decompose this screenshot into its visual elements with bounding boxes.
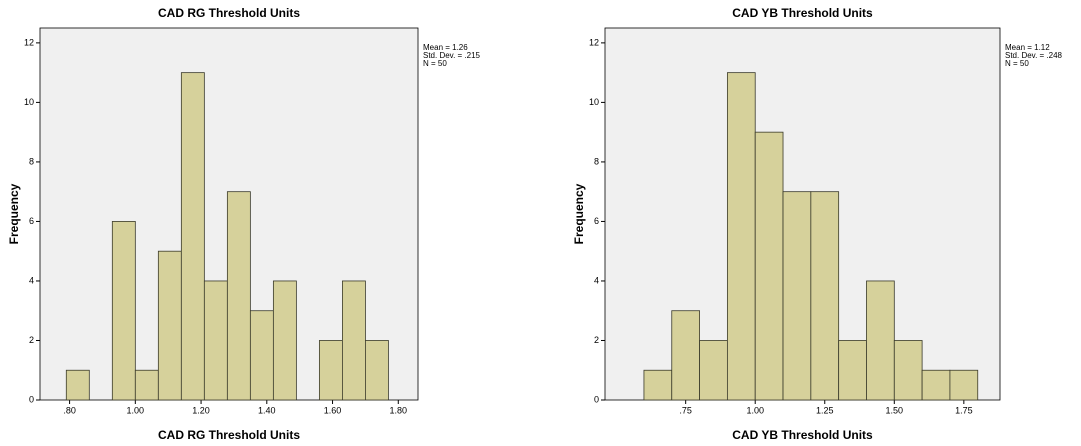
x-tick-label: 1.75 xyxy=(955,405,973,415)
bar xyxy=(157,250,182,401)
bar xyxy=(180,72,205,401)
annotation: N = 50 xyxy=(423,59,447,68)
bar xyxy=(643,369,673,401)
bar xyxy=(65,369,90,401)
y-tick-label: 10 xyxy=(24,97,34,107)
y-tick-label: 12 xyxy=(589,37,599,47)
axis-label: CAD RG Threshold Units xyxy=(158,428,300,442)
annotation: Std. Dev. = .215 xyxy=(423,51,481,60)
annotation: Mean = 1.26 xyxy=(423,43,468,52)
bar xyxy=(341,280,366,401)
bar xyxy=(111,221,136,401)
bar xyxy=(699,340,728,401)
y-tick-label: 4 xyxy=(594,275,599,285)
x-tick-label: 1.00 xyxy=(746,405,764,415)
bar xyxy=(365,340,389,401)
title: CAD RG Threshold Units xyxy=(158,6,300,20)
y-tick-label: 0 xyxy=(29,394,34,404)
annotation: Mean = 1.12 xyxy=(1005,43,1050,52)
axis-label: Frequency xyxy=(7,183,21,244)
y-tick-label: 6 xyxy=(29,216,34,226)
annotation: Std. Dev. = .248 xyxy=(1005,51,1063,60)
bar xyxy=(838,340,867,401)
axis-label: CAD YB Threshold Units xyxy=(732,428,873,442)
bar xyxy=(249,310,274,401)
x-tick-label: 1.20 xyxy=(192,405,210,415)
bar xyxy=(810,191,840,401)
title: CAD YB Threshold Units xyxy=(732,6,873,20)
bar xyxy=(671,310,700,401)
bar xyxy=(893,340,923,401)
x-tick-label: 1.80 xyxy=(390,405,408,415)
x-tick-label: .75 xyxy=(679,405,692,415)
y-tick-label: 2 xyxy=(29,335,34,345)
bar xyxy=(949,369,979,401)
bar xyxy=(134,369,159,401)
bar xyxy=(754,131,784,401)
bar xyxy=(226,191,251,401)
y-tick-label: 12 xyxy=(24,37,34,47)
y-tick-label: 6 xyxy=(594,216,599,226)
bar xyxy=(782,191,812,401)
bar xyxy=(203,280,228,401)
bar xyxy=(318,340,343,401)
x-tick-label: 1.60 xyxy=(324,405,342,415)
bar xyxy=(921,369,951,401)
y-tick-label: 0 xyxy=(594,394,599,404)
x-tick-label: 1.50 xyxy=(886,405,904,415)
annotation: N = 50 xyxy=(1005,59,1029,68)
bar xyxy=(272,280,297,401)
bar xyxy=(726,72,756,401)
y-tick-label: 2 xyxy=(594,335,599,345)
x-tick-label: .80 xyxy=(63,405,76,415)
y-tick-label: 8 xyxy=(594,156,599,166)
y-tick-label: 4 xyxy=(29,275,34,285)
y-tick-label: 8 xyxy=(29,156,34,166)
x-tick-label: 1.40 xyxy=(258,405,276,415)
bar xyxy=(866,280,895,401)
y-tick-label: 10 xyxy=(589,97,599,107)
axis-label: Frequency xyxy=(572,183,586,244)
x-tick-label: 1.25 xyxy=(816,405,834,415)
x-tick-label: 1.00 xyxy=(127,405,145,415)
